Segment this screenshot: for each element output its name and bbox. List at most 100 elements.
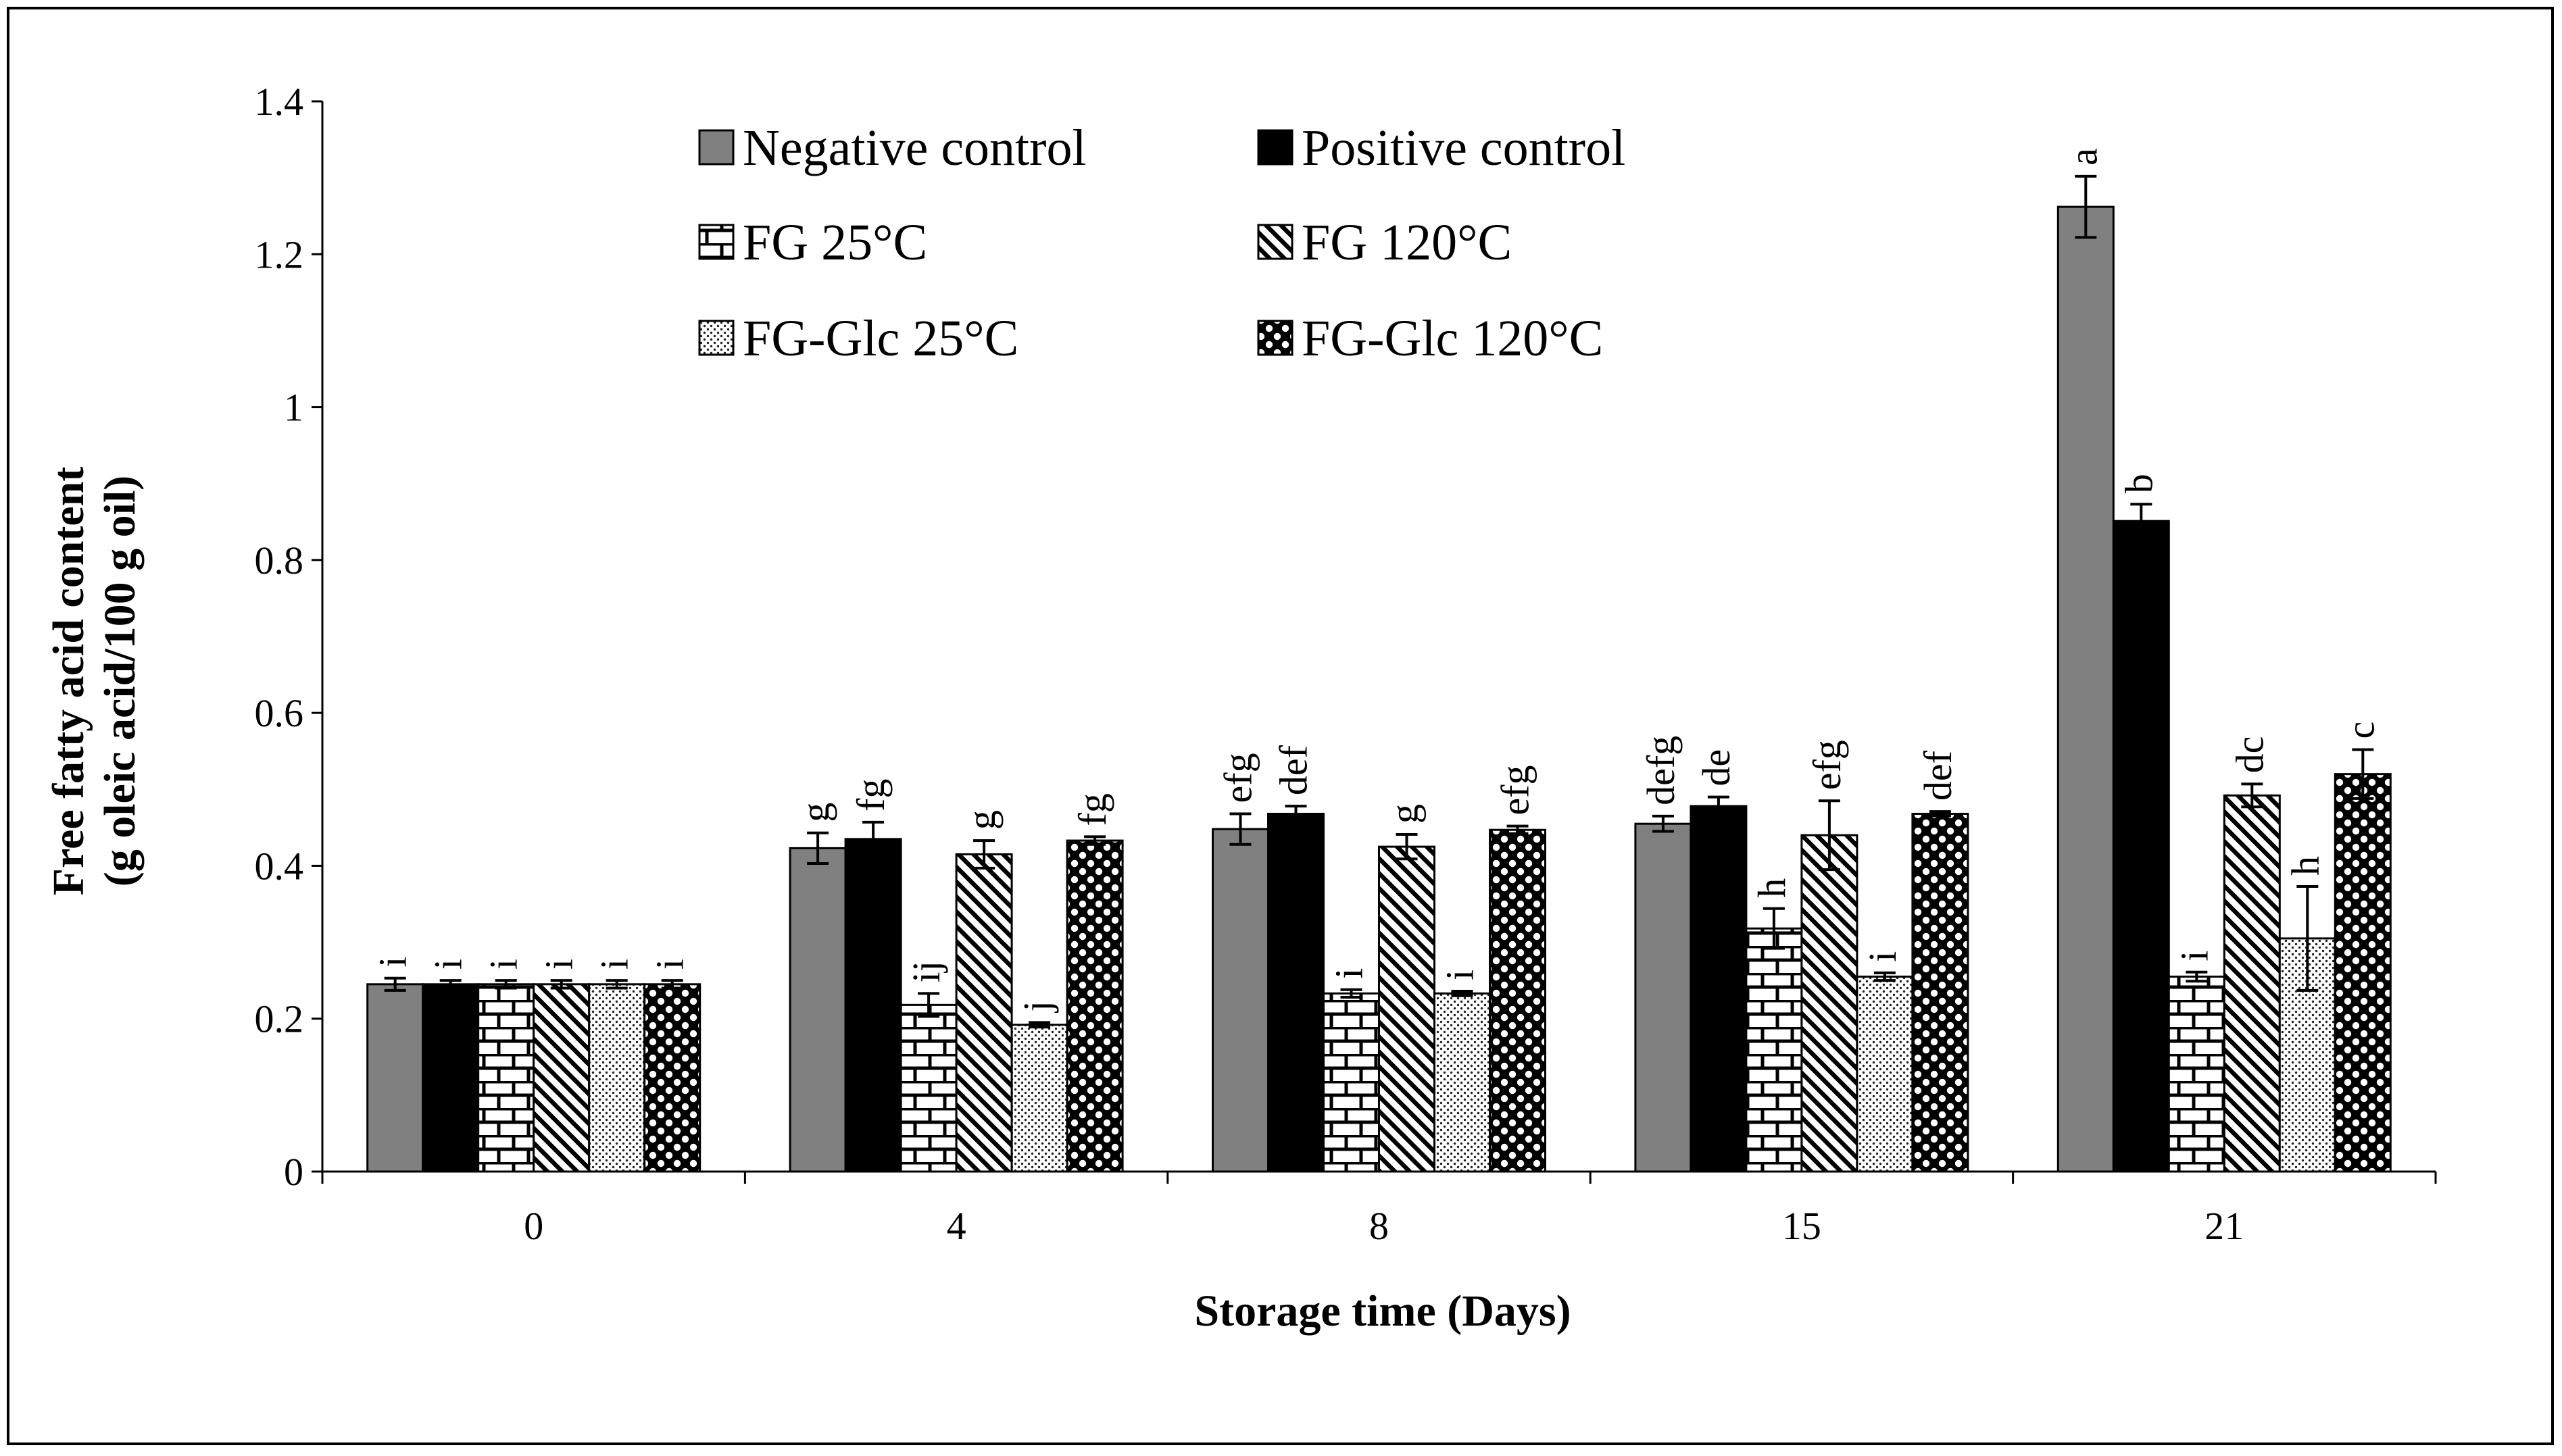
y-axis-title-line-2: (g oleic acid/100 g oil)	[95, 476, 145, 887]
error-bar	[606, 979, 628, 990]
bar-diagonal-cat-4	[955, 853, 1013, 1173]
legend-label: FG 120°C	[1302, 214, 1512, 271]
error-bar	[2352, 748, 2374, 800]
bar-checker-cat-21	[2334, 773, 2392, 1173]
significance-label: efg	[1494, 765, 1537, 815]
legend-swatch	[1257, 129, 1294, 166]
bar-checker-cat-8	[1489, 828, 1546, 1173]
bar-checker-cat-0	[643, 983, 701, 1173]
significance-label: de	[1694, 749, 1738, 786]
significance-label: j	[1015, 1001, 1059, 1013]
bar-black-cat-15	[1690, 805, 1748, 1173]
y-tick-label: 1.4	[255, 80, 304, 124]
significance-label: h	[2283, 856, 2327, 876]
y-tick-label: 0	[284, 1150, 303, 1194]
error-bar	[1707, 795, 1729, 817]
error-bar	[2241, 782, 2263, 809]
bar-black-cat-4	[844, 838, 902, 1173]
error-bar	[1818, 799, 1840, 872]
legend-swatch	[698, 129, 735, 166]
significance-label: g	[960, 810, 1004, 830]
significance-label: i	[426, 959, 470, 970]
bar-dots-cat-8	[1433, 992, 1491, 1173]
significance-label: efg	[1805, 740, 1849, 790]
bar-dots-cat-15	[1856, 975, 1914, 1173]
error-bar	[495, 979, 517, 990]
error-bar	[807, 831, 829, 865]
legend-label: FG-Glc 25°C	[743, 310, 1018, 367]
error-bar	[1763, 907, 1785, 950]
error-bar	[1029, 1021, 1051, 1029]
x-tick-label: 0	[524, 1204, 543, 1248]
legend-item: FG-Glc 120°C	[1257, 310, 1603, 367]
error-bar	[1340, 988, 1362, 999]
y-tick-label: 0.6	[255, 691, 304, 735]
significance-label: i	[1438, 970, 1482, 980]
bar-checker-cat-4	[1066, 839, 1124, 1173]
bar-brick-cat-4	[900, 1003, 958, 1173]
error-bar	[2130, 503, 2152, 540]
bar-diagonal-cat-0	[533, 983, 591, 1173]
significance-label: defg	[1639, 736, 1683, 805]
legend-label: FG-Glc 120°C	[1302, 310, 1603, 367]
bar-gray-cat-0	[366, 983, 424, 1173]
significance-label: i	[371, 957, 415, 968]
x-axis-title: Storage time (Days)	[1194, 1286, 1571, 1336]
legend-item: Positive control	[1257, 120, 1625, 176]
x-tick-label: 15	[1782, 1204, 1821, 1248]
error-bar	[2186, 970, 2208, 983]
legend-swatch	[1257, 224, 1294, 260]
error-bar	[1929, 810, 1951, 818]
significance-label: ij	[904, 961, 948, 982]
x-tick-label: 21	[2204, 1204, 2244, 1248]
bar-brick-cat-21	[2167, 975, 2225, 1173]
error-bar	[550, 979, 572, 990]
y-axis-title-line-1: Free fatty acid content	[44, 467, 93, 896]
x-tick-label: 8	[1369, 1204, 1389, 1248]
error-bar	[1506, 824, 1529, 835]
error-bar	[862, 820, 885, 857]
chart-frame	[7, 7, 2554, 1445]
significance-label: dc	[2227, 736, 2271, 774]
error-bar	[1652, 814, 1674, 833]
significance-label: i	[1327, 968, 1371, 979]
bar-brick-cat-0	[477, 983, 535, 1173]
legend-item: Negative control	[698, 120, 1087, 176]
legend-label: Positive control	[1302, 120, 1625, 176]
error-bar	[1084, 835, 1106, 846]
bar-gray-cat-4	[789, 847, 847, 1173]
bar-gray-cat-8	[1212, 828, 1269, 1173]
bar-black-cat-8	[1267, 812, 1325, 1173]
error-bar	[439, 979, 462, 990]
error-bar	[2296, 884, 2319, 992]
bar-brick-cat-8	[1323, 992, 1380, 1173]
x-tick-label: 4	[947, 1204, 966, 1248]
error-bar	[1396, 833, 1418, 861]
legend-label: FG 25°C	[743, 214, 927, 271]
bar-checker-cat-15	[1911, 812, 1969, 1173]
error-bar	[973, 839, 995, 870]
error-bar	[2075, 174, 2097, 239]
y-tick-label: 1.2	[255, 232, 304, 276]
y-tick-label: 1	[284, 386, 303, 430]
error-bar	[1873, 971, 1896, 982]
y-tick-label: 0.8	[255, 538, 304, 582]
bar-black-cat-21	[2112, 520, 2170, 1173]
significance-label: g	[1383, 804, 1427, 824]
error-bar	[918, 992, 940, 1018]
significance-label: i	[482, 959, 526, 970]
significance-label: b	[2117, 474, 2161, 493]
error-bar	[1285, 805, 1307, 823]
bar-brick-cat-15	[1745, 927, 1803, 1173]
significance-label: def	[1272, 745, 1316, 795]
significance-label: fg	[849, 779, 893, 811]
bar-dots-cat-0	[588, 983, 646, 1173]
significance-label: i	[537, 959, 581, 970]
legend-item: FG 120°C	[1257, 214, 1512, 271]
legend-swatch	[1257, 320, 1294, 356]
significance-label: a	[2061, 148, 2105, 166]
significance-label: fg	[1070, 793, 1114, 826]
bar-diagonal-cat-8	[1378, 845, 1435, 1173]
